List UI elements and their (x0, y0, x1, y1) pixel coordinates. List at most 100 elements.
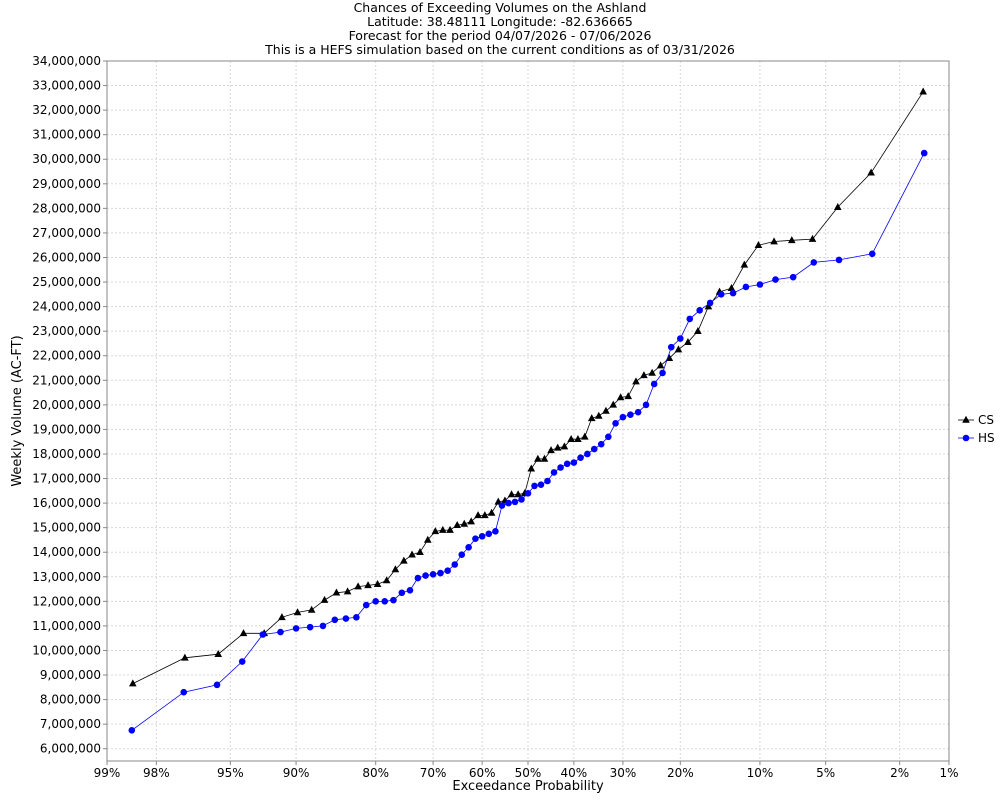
x-tick-label: 20% (667, 766, 694, 780)
data-point-hs (213, 681, 221, 689)
data-point-cs (602, 406, 610, 414)
data-point-cs (540, 454, 549, 462)
data-point-cs (534, 454, 542, 462)
data-point-cs (640, 371, 648, 379)
data-point-hs (619, 413, 627, 421)
y-tick-label: 26,000,000 (32, 250, 101, 264)
y-tick-label: 10,000,000 (32, 643, 101, 657)
data-point-cs (547, 446, 555, 454)
x-tick-label: 80% (362, 766, 389, 780)
data-point-hs (584, 450, 591, 458)
data-point-cs (446, 525, 454, 533)
data-point-hs (642, 401, 650, 409)
data-point-cs (278, 613, 286, 621)
x-tick-label: 98% (143, 766, 170, 780)
data-point-cs (574, 435, 582, 443)
data-point-hs (451, 561, 459, 568)
data-point-cs (354, 582, 362, 590)
data-point-cs (656, 361, 665, 369)
data-point-cs (553, 443, 562, 451)
data-point-cs (727, 283, 736, 291)
y-tick-label: 14,000,000 (32, 545, 101, 559)
data-point-hs (259, 631, 267, 638)
data-point-hs (292, 625, 300, 632)
data-point-hs (277, 628, 284, 636)
data-point-hs (511, 498, 519, 506)
gridlines (106, 60, 950, 761)
data-point-cs (307, 605, 316, 613)
x-tick-label: 10% (747, 766, 774, 780)
data-point-hs (498, 502, 506, 509)
data-point-hs (306, 623, 314, 631)
data-point-hs (381, 598, 389, 605)
data-point-hs (729, 289, 737, 297)
data-point-hs (180, 688, 188, 696)
data-point-cs (560, 442, 569, 450)
data-point-cs (423, 535, 432, 543)
data-point-hs (550, 469, 558, 476)
data-point-hs (437, 569, 444, 577)
y-tick-label: 15,000,000 (32, 521, 101, 535)
data-point-hs (634, 408, 642, 416)
chart-title: Chances of Exceeding Volumes on the Ashl… (353, 0, 647, 15)
y-tick-label: 11,000,000 (32, 619, 101, 633)
data-point-hs (429, 571, 437, 578)
data-point-hs (627, 411, 634, 418)
data-point-cs (507, 490, 516, 498)
y-tick-label: 13,000,000 (32, 570, 101, 584)
series (128, 87, 928, 734)
data-point-cs (373, 579, 382, 587)
data-point-hs (505, 499, 512, 507)
data-point-hs (677, 335, 684, 342)
data-point-hs (563, 460, 571, 468)
y-tick-label: 30,000,000 (32, 152, 101, 166)
data-point-hs (458, 551, 466, 558)
x-axis-label: Exceedance Probability (452, 779, 604, 794)
data-point-hs (372, 598, 379, 605)
x-tick-label: 1% (939, 766, 958, 780)
data-point-cs (416, 548, 424, 556)
data-point-hs (492, 528, 499, 535)
data-point-cs (181, 653, 189, 661)
data-point-hs (835, 256, 843, 264)
data-point-cs (364, 581, 372, 589)
data-point-hs (590, 445, 598, 453)
data-point-hs (544, 477, 551, 485)
data-point-hs (756, 281, 764, 288)
chart-subtitle-2: Forecast for the period 04/07/2026 - 07/… (348, 28, 652, 43)
data-point-hs (414, 574, 422, 582)
data-point-cs (833, 202, 842, 210)
data-point-cs (391, 565, 400, 573)
data-point-hs (524, 489, 532, 497)
legend: CS HS (958, 413, 995, 445)
data-point-hs (920, 149, 928, 157)
y-tick-label: 34,000,000 (32, 54, 101, 68)
chart-subtitle-3: This is a HEFS simulation based on the c… (265, 42, 735, 57)
data-point-cs (467, 517, 475, 525)
data-point-cs (293, 608, 302, 616)
data-point-hs (717, 291, 725, 298)
data-point-cs (754, 241, 763, 249)
data-point-hs (531, 482, 538, 490)
data-point-cs (239, 629, 248, 637)
x-tick-label: 5% (816, 766, 835, 780)
data-point-cs (400, 556, 408, 564)
data-point-hs (612, 419, 619, 427)
data-point-hs (444, 567, 451, 574)
data-point-cs (674, 345, 683, 353)
data-point-hs (659, 369, 666, 377)
data-point-cs (624, 392, 633, 400)
data-point-cs (460, 519, 469, 527)
y-tick-label: 33,000,000 (32, 79, 101, 93)
data-point-cs (527, 464, 536, 472)
y-tick-label: 23,000,000 (32, 324, 101, 338)
data-point-hs (706, 299, 714, 307)
y-tick-label: 25,000,000 (32, 275, 101, 289)
y-tick-label: 17,000,000 (32, 472, 101, 486)
data-point-hs (577, 454, 584, 461)
data-point-cs (616, 393, 625, 401)
y-tick-label: 27,000,000 (32, 226, 101, 240)
x-tick-label: 50% (515, 766, 542, 780)
data-point-hs (422, 572, 429, 579)
